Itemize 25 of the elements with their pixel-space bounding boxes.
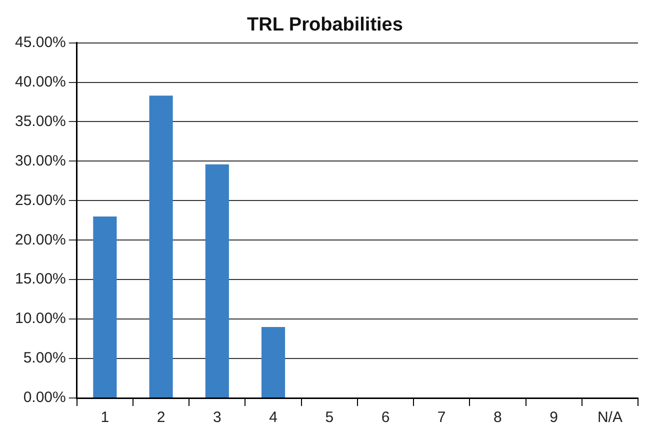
x-tick-label: 8 xyxy=(494,409,502,426)
x-tick-label: 5 xyxy=(325,409,334,426)
y-tick-label: 5.00% xyxy=(23,350,66,367)
bar xyxy=(93,216,117,398)
bar xyxy=(149,96,173,398)
bar xyxy=(205,164,229,398)
x-tick-label: 4 xyxy=(269,409,278,426)
x-tick-label: 9 xyxy=(550,409,558,426)
x-tick-label: N/A xyxy=(597,409,622,426)
bar xyxy=(261,326,286,398)
y-tick-label: 25.00% xyxy=(15,192,66,209)
y-tick-label: 35.00% xyxy=(15,112,66,130)
x-tick-label: 3 xyxy=(212,409,222,426)
chart-title: TRL Probabilities xyxy=(247,14,403,36)
x-tick-label: 2 xyxy=(156,409,166,426)
x-tick-label: 1 xyxy=(100,409,110,426)
y-tick-label: 30.00% xyxy=(15,152,66,170)
y-tick-label: 45.00% xyxy=(15,34,66,51)
y-tick-label: 20.00% xyxy=(15,231,66,248)
y-tick-label: 15.00% xyxy=(15,270,66,288)
x-tick-label: 6 xyxy=(381,409,390,426)
y-tick-label: 40.00% xyxy=(15,73,66,90)
y-tick-label: 10.00% xyxy=(15,310,66,328)
y-tick-label: 0.00% xyxy=(23,389,66,406)
x-tick-label: 7 xyxy=(437,409,446,426)
